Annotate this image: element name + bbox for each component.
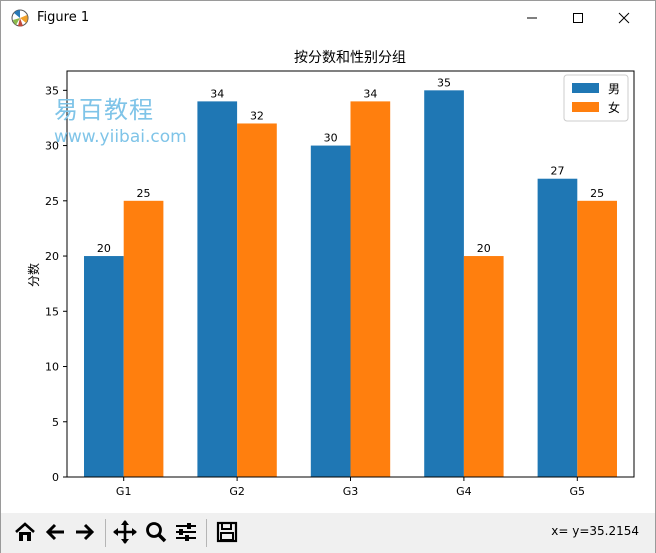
bar-value-label: 30 [324,132,338,145]
y-tick-label: 10 [45,361,59,374]
save-icon [216,521,238,543]
close-icon [618,12,630,24]
y-tick-label: 15 [45,305,59,318]
y-axis-label: 分数 [26,263,41,287]
bar-value-label: 25 [590,187,604,200]
bar-value-label: 35 [437,76,451,89]
navigation-toolbar: x= y=35.2154 [1,513,655,553]
save-button[interactable] [213,517,241,547]
bar-g3-series-2 [350,101,391,477]
home-button[interactable] [11,517,39,547]
figure-canvas[interactable]: 按分数和性别分组 分数 20 34 30 35 27 25 32 34 20 25 0 5 10 15 20… [2,35,654,513]
legend-swatch [572,102,599,112]
bar-value-label: 20 [97,242,111,255]
maximize-icon [573,13,583,23]
bar-value-label: 20 [477,242,491,255]
y-tick-label: 30 [45,140,59,153]
bar-g2-series-2 [237,123,277,477]
pan-button[interactable] [111,517,139,547]
bar-g5-series-2 [577,200,617,478]
toolbar-separator [206,519,207,547]
y-tick-label: 0 [52,471,59,484]
bar-value-label: 34 [363,87,377,100]
pan-icon [113,520,137,544]
bar-value-label: 25 [137,187,151,200]
subplots-icon [176,523,196,541]
subplots-button[interactable] [172,517,200,547]
bar-g1-series-1 [84,256,124,477]
x-tick-label: G2 [229,485,245,498]
bar-chart: 按分数和性别分组 分数 20 34 30 35 27 25 32 34 20 25 0 5 10 15 20… [26,50,635,498]
chart-title: 按分数和性别分组 [294,50,406,66]
y-tick-label: 25 [45,195,59,208]
y-tick-label: 35 [45,84,59,97]
title-bar[interactable]: Figure 1 [1,1,655,35]
minimize-icon [527,17,537,19]
maximize-button[interactable] [555,1,601,35]
x-tick-label: G3 [343,485,359,498]
x-tick-label: G5 [570,485,586,498]
forward-arrow-icon [76,523,95,541]
bar-g4-series-1 [424,90,464,478]
bar-value-label: 32 [250,109,264,122]
zoom-button[interactable] [142,517,170,547]
close-button[interactable] [601,1,647,35]
bar-g3-series-1 [310,145,351,478]
zoom-icon [146,522,167,543]
bar-g5-series-1 [537,178,578,477]
back-button[interactable] [41,517,69,547]
home-icon [15,522,35,541]
toolbar-separator [105,519,106,547]
back-arrow-icon [45,523,64,541]
bar-g1-series-2 [123,200,164,478]
window-title: Figure 1 [37,10,90,25]
legend-swatch [572,83,599,93]
forward-button[interactable] [71,517,99,547]
bar-g4-series-2 [463,256,504,477]
minimize-button[interactable] [509,1,555,35]
bar-g2-series-1 [197,101,238,477]
y-tick-label: 20 [45,250,59,263]
matplotlib-logo-icon [11,9,29,27]
legend-label: 女 [608,100,620,115]
cursor-coordinates: x= y=35.2154 [551,524,639,538]
legend-label: 男 [608,82,620,96]
bar-value-label: 27 [550,165,564,178]
y-tick-label: 5 [52,416,59,429]
bar-value-label: 34 [210,87,224,100]
x-tick-label: G1 [116,485,132,498]
x-tick-label: G4 [456,485,472,498]
